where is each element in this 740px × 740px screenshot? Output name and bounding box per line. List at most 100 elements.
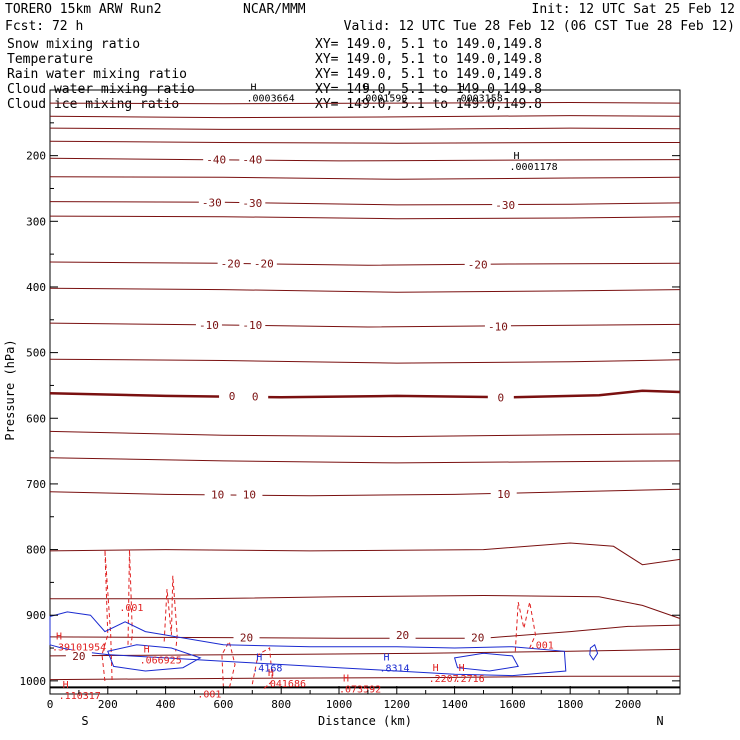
- contour-label-19: 20: [471, 632, 484, 645]
- extremum-value-2: .0003158: [455, 94, 503, 105]
- extremum-mark-4: H: [56, 631, 62, 642]
- temperature-line-9: [49, 287, 681, 293]
- x-tick-label-4: 800: [271, 698, 291, 711]
- contour-label-bg-4: [492, 198, 519, 211]
- y-tick-label-2: 400: [26, 281, 46, 294]
- rain-contour-2: [163, 575, 178, 652]
- contour-label-bg-20: [65, 649, 92, 662]
- contour-label-14: 10: [211, 488, 224, 501]
- contour-label-bg-15: [236, 488, 263, 501]
- x-tick-label-8: 1600: [499, 698, 526, 711]
- x-axis-title: Distance (km): [318, 714, 412, 728]
- model-title: TORERO 15km ARW Run2: [5, 2, 162, 17]
- x-tick-label-6: 1200: [384, 698, 411, 711]
- temperature-line-15: [49, 488, 681, 497]
- temperature-line-4: [49, 157, 681, 162]
- init-label: Init: 12 UTC Sat 25 Feb 12: [532, 2, 736, 17]
- x-end-right: N: [656, 714, 663, 728]
- contour-label-12: 0: [252, 391, 259, 404]
- temperature-line-14: [49, 457, 681, 464]
- y-tick-label-8: 1000: [20, 675, 47, 688]
- cloud-water-contour-0: [49, 611, 567, 677]
- extremum-value-11: .2207: [429, 674, 459, 685]
- legend-temperature-xy: XY= 149.0, 5.1 to 149.0,149.8: [315, 52, 542, 67]
- valid-label: Valid: 12 UTC Tue 28 Feb 12 (06 CST Tue …: [344, 19, 735, 34]
- contour-label-0: -40: [206, 154, 226, 167]
- contour-label-bg-5: [217, 257, 244, 270]
- legend-temperature-name: Temperature: [7, 52, 93, 67]
- contour-label-bg-16: [490, 487, 517, 500]
- temperature-line-2: [49, 127, 681, 130]
- extremum-value-3: .0001178: [509, 162, 557, 173]
- contour-label-bg-11: [219, 389, 246, 402]
- rain-contour-1: [127, 549, 133, 645]
- contour-label-bg-14: [204, 488, 231, 501]
- contour-label-10: -10: [488, 320, 508, 333]
- extremum-mark-10: H: [383, 652, 389, 663]
- contour-label-bg-13: [487, 391, 514, 404]
- y-tick-label-3: 500: [26, 347, 46, 360]
- temperature-line-7: [49, 215, 681, 220]
- rain-contour-0: [101, 549, 113, 681]
- temperature-line-1: [49, 115, 681, 119]
- temperature-contours: [49, 101, 681, 689]
- temperature-line-12: [49, 389, 681, 399]
- temperature-line-6: [49, 201, 681, 206]
- contour-label-1: -40: [242, 154, 262, 167]
- temperature-line-3: [49, 140, 680, 144]
- contour-label-bg-1: [239, 153, 266, 166]
- temperature-line-8: [49, 261, 681, 266]
- x-tick-label-1: 200: [98, 698, 118, 711]
- y-tick-label-6: 800: [26, 544, 46, 557]
- extremum-value-4: .39101954: [52, 642, 106, 653]
- temperature-line-13: [49, 430, 681, 438]
- contour-label-18: 20: [396, 629, 409, 642]
- legend-rain-name: Rain water mixing ratio: [7, 67, 187, 82]
- contour-label-bg-12: [242, 390, 269, 403]
- y-tick-label-4: 600: [26, 412, 46, 425]
- contour-label-bg-8: [195, 319, 222, 332]
- plot-frame: [49, 89, 681, 695]
- legend-cloud-ice-xy: XY= 149.0, 5.1 to 149.0,149.8: [315, 97, 542, 112]
- contour-label-bg-6: [250, 257, 277, 270]
- extremum-value-5: .066925: [140, 656, 182, 667]
- extremum-mark-11: H: [433, 663, 439, 674]
- rain-water-contours: [101, 549, 537, 690]
- contour-labels: -40 -40 -30 -30 -30 -20 -20 -20 -10 -10 -10 0 0 0 10 10…: [65, 153, 519, 663]
- y-tick-label-7: 900: [26, 609, 46, 622]
- extrema-markers: H.0003664H.0001599H.0003158H.0001178H.39…: [52, 83, 558, 702]
- extremum-mark-0: H: [251, 83, 257, 94]
- cloud-water-contour-2: [453, 652, 519, 672]
- contour-label-bg-19: [464, 631, 491, 644]
- extremum-value-0: .0003664: [247, 94, 295, 105]
- contour-label-3: -30: [242, 197, 262, 210]
- extremum-value-7: .073592: [339, 684, 381, 695]
- contour-label-9: -10: [242, 319, 262, 332]
- extremum-value-14: .001: [530, 641, 554, 652]
- x-tick-label-5: 1000: [326, 698, 353, 711]
- temperature-line-19: [49, 648, 681, 657]
- extremum-mark-6: H: [268, 668, 274, 679]
- axes: 0 200 400 600 800 1000 1200 1400 1600 1800 2000200…: [20, 122, 680, 711]
- y-tick-label-0: 200: [26, 150, 46, 163]
- temperature-line-11: [49, 358, 681, 364]
- contour-label-2: -30: [202, 196, 222, 209]
- contour-label-bg-17: [233, 631, 260, 644]
- cloud-water-contour-3: [589, 643, 599, 661]
- contour-label-13: 0: [498, 391, 505, 404]
- x-tick-label-2: 400: [156, 698, 176, 711]
- contour-label-bg-9: [239, 319, 266, 332]
- x-tick-label-3: 600: [213, 698, 233, 711]
- contour-label-4: -30: [495, 199, 515, 212]
- rain-contour-4: [251, 647, 274, 690]
- contour-label-bg-0: [203, 153, 230, 166]
- contour-label-bg-10: [484, 320, 511, 333]
- extremum-mark-9: H: [256, 652, 262, 663]
- extremum-value-13: .001: [119, 603, 143, 614]
- extremum-mark-2: H: [459, 83, 465, 94]
- legend-snow-xy: XY= 149.0, 5.1 to 149.0,149.8: [315, 37, 542, 52]
- contour-label-16: 10: [497, 488, 510, 501]
- temperature-line-20: [49, 675, 680, 681]
- x-tick-label-7: 1400: [441, 698, 468, 711]
- contour-label-17: 20: [240, 632, 253, 645]
